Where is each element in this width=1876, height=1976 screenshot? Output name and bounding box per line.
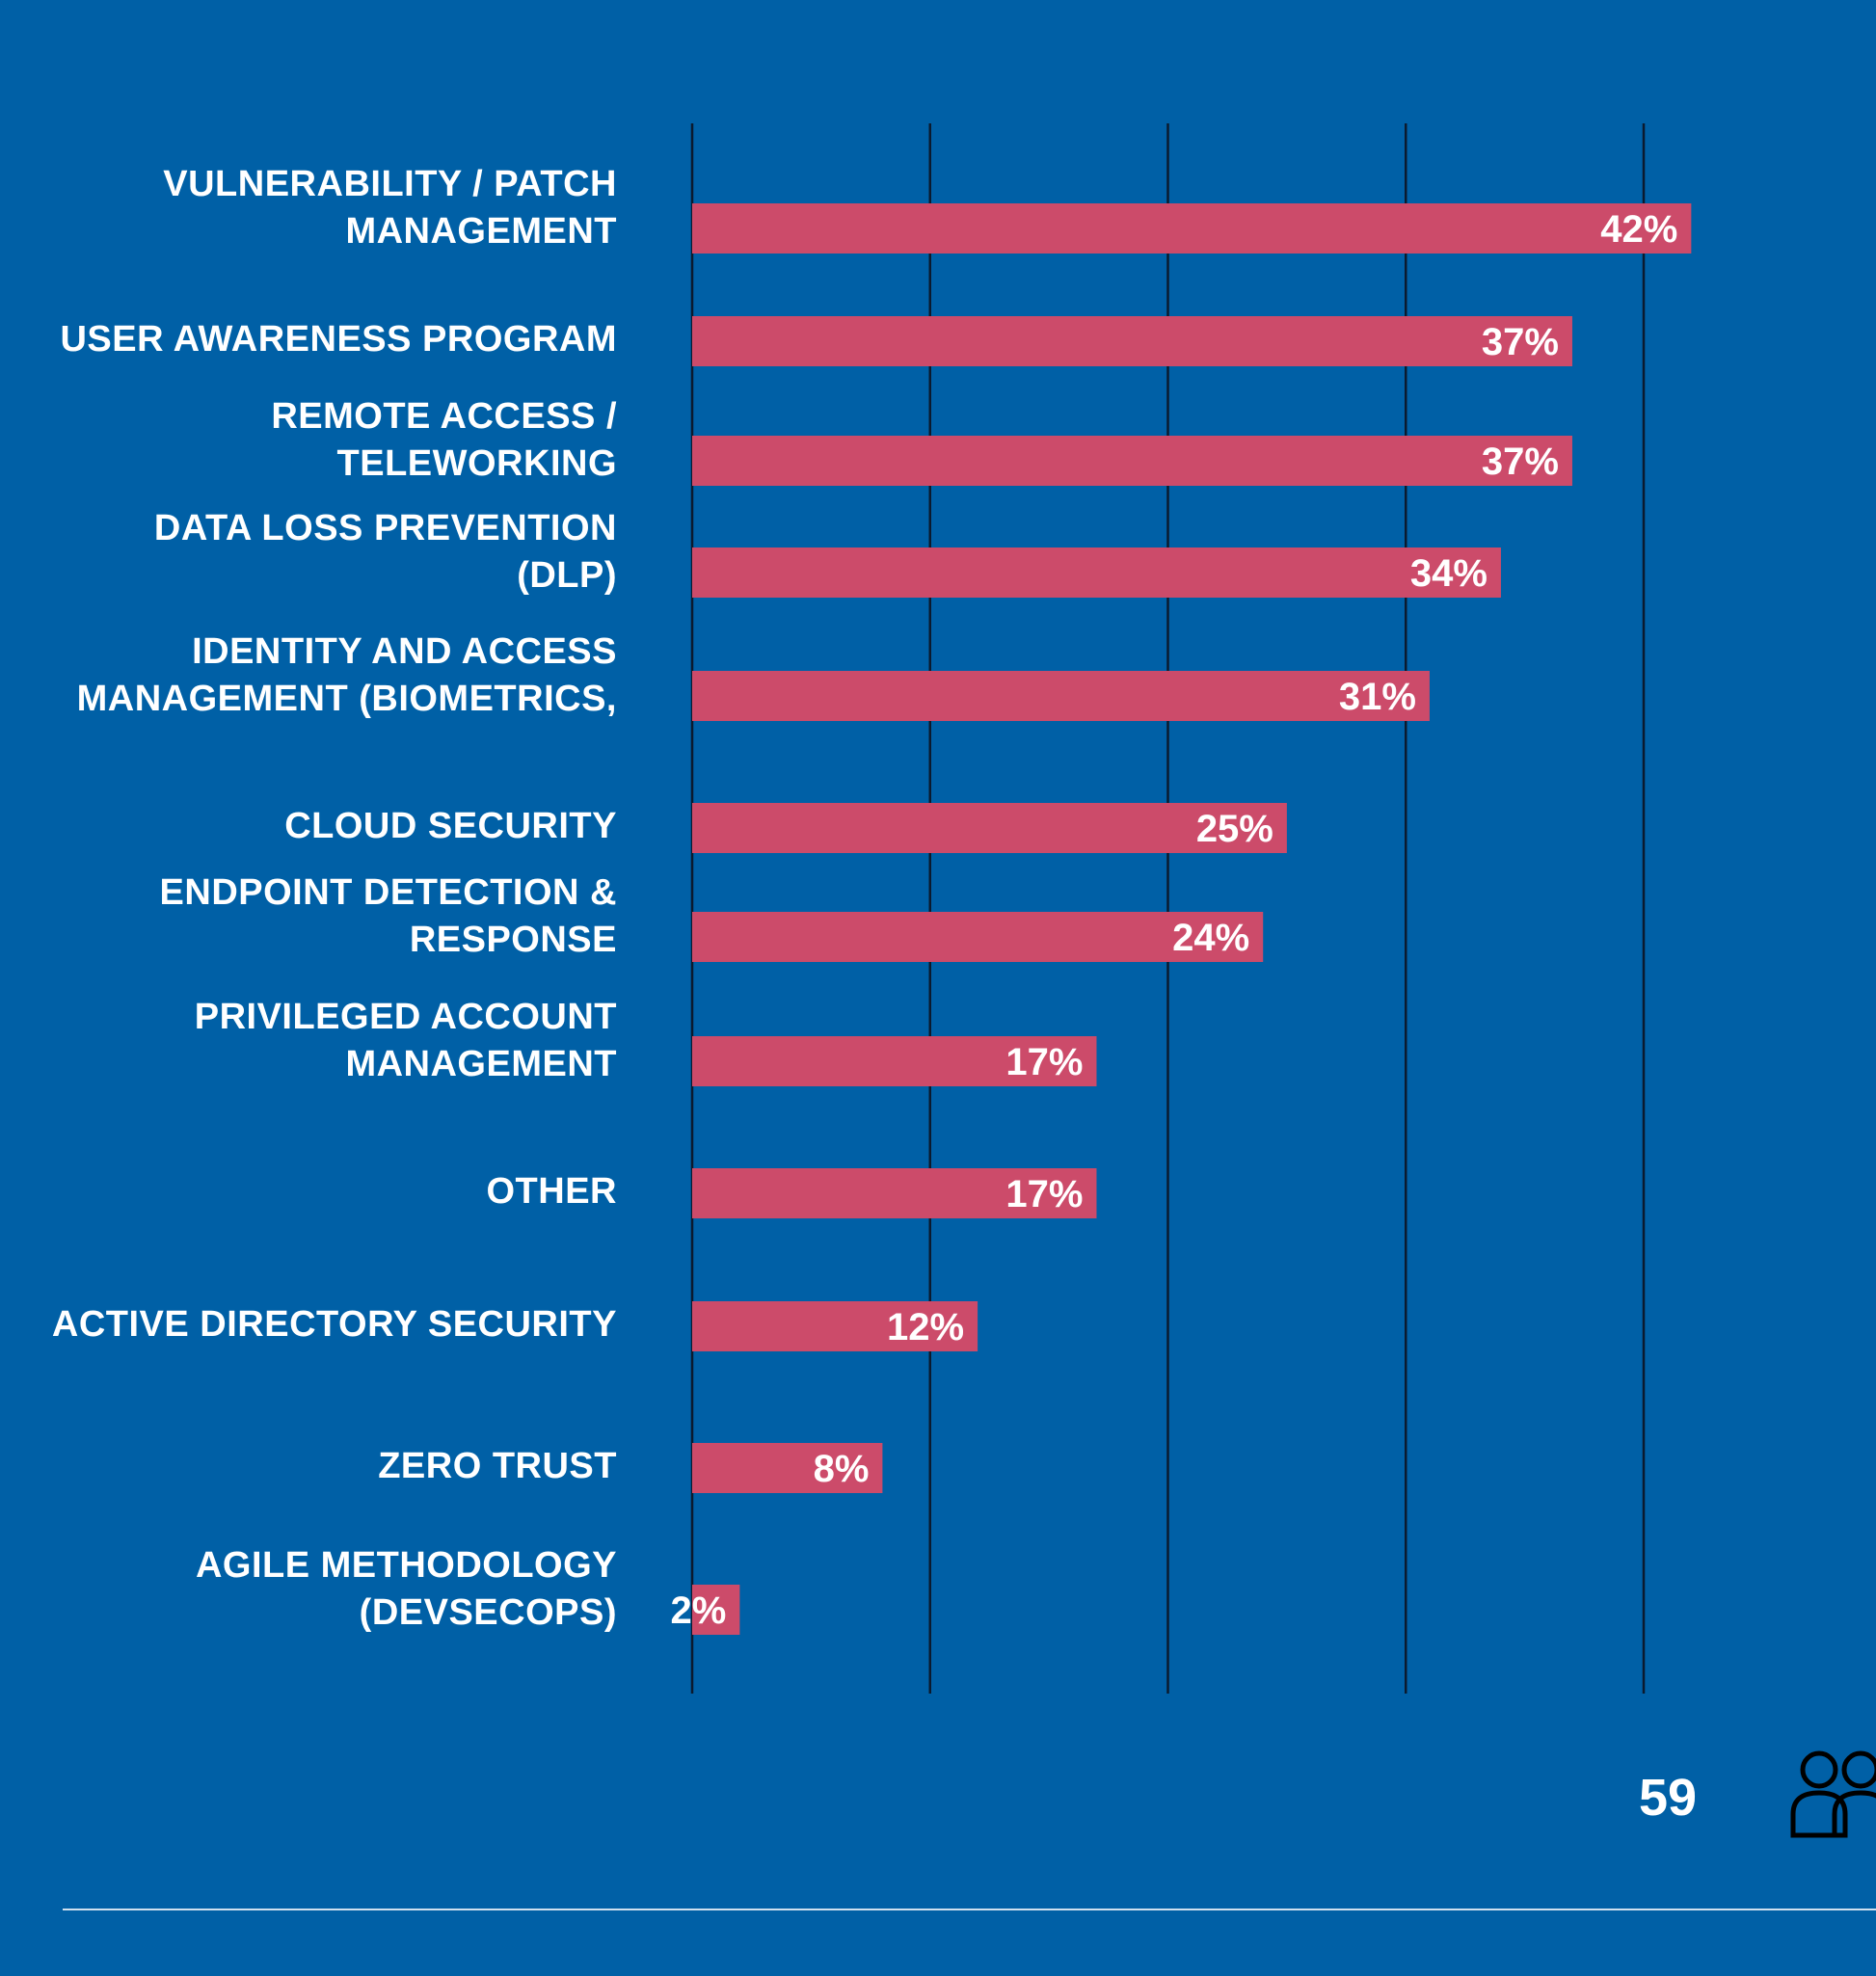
- bar-11: [692, 1585, 740, 1635]
- category-label-line: TELEWORKING: [336, 443, 617, 484]
- category-label-line: ZERO TRUST: [378, 1445, 617, 1486]
- category-label-line: PRIVILEGED ACCOUNT: [194, 997, 617, 1037]
- footer-divider: [63, 1909, 1876, 1910]
- bar-2: [692, 436, 1572, 486]
- category-label-9: ACTIVE DIRECTORY SECURITY: [0, 1301, 617, 1348]
- data-label-3: 34%: [1410, 552, 1487, 595]
- bar-0: [692, 203, 1692, 254]
- category-label-line: DATA LOSS PREVENTION: [153, 508, 617, 548]
- category-label-0: VULNERABILITY / PATCH MANAGEMENT: [0, 161, 617, 255]
- category-label-4: IDENTITY AND ACCESS MANAGEMENT (BIOMETRIC…: [0, 628, 617, 723]
- category-label-3: DATA LOSS PREVENTION (DLP): [0, 505, 617, 600]
- category-label-6: ENDPOINT DETECTION & RESPONSE: [0, 869, 617, 964]
- category-label-line: MANAGEMENT (BIOMETRICS,: [76, 679, 617, 719]
- bar-3: [692, 547, 1501, 598]
- bar-5: [692, 803, 1287, 853]
- data-label-7: 17%: [1005, 1041, 1083, 1083]
- people-icon: [1788, 1747, 1876, 1843]
- category-label-5: CLOUD SECURITY: [0, 803, 617, 850]
- bar-10: [692, 1443, 883, 1493]
- category-label-1: USER AWARENESS PROGRAM: [0, 316, 617, 363]
- category-label-line: AGILE METHODOLOGY: [195, 1545, 617, 1586]
- category-label-line: IDENTITY AND ACCESS: [192, 631, 617, 672]
- category-label-line: REMOTE ACCESS /: [271, 396, 617, 437]
- category-label-line: MANAGEMENT: [345, 211, 617, 252]
- category-label-8: OTHER: [0, 1168, 617, 1215]
- category-label-line: (DEVSECOPS): [359, 1592, 617, 1633]
- data-label-9: 12%: [887, 1306, 964, 1348]
- data-label-6: 24%: [1172, 917, 1249, 959]
- data-label-0: 42%: [1600, 208, 1677, 251]
- data-label-5: 25%: [1196, 808, 1273, 850]
- data-label-4: 31%: [1339, 676, 1416, 718]
- category-label-line: ACTIVE DIRECTORY SECURITY: [51, 1303, 617, 1345]
- bar-1: [692, 316, 1572, 366]
- category-label-line: VULNERABILITY / PATCH: [163, 164, 617, 204]
- bar-8: [692, 1168, 1097, 1218]
- category-label-line: ENDPOINT DETECTION &: [159, 872, 617, 913]
- bar-6: [692, 912, 1264, 962]
- data-label-1: 37%: [1482, 321, 1559, 363]
- data-label-10: 8%: [814, 1448, 870, 1490]
- category-label-line: USER AWARENESS PROGRAM: [60, 318, 617, 360]
- category-label-line: RESPONSE: [409, 920, 617, 960]
- category-label-line: MANAGEMENT: [345, 1044, 617, 1084]
- bar-7: [692, 1036, 1097, 1086]
- respondent-count: 59: [1639, 1769, 1698, 1827]
- bar-9: [692, 1301, 978, 1351]
- data-label-2: 37%: [1482, 441, 1559, 483]
- category-label-line: CLOUD SECURITY: [284, 805, 617, 846]
- category-label-line: (DLP): [517, 555, 617, 596]
- category-label-11: AGILE METHODOLOGY (DEVSECOPS): [0, 1542, 617, 1637]
- category-label-7: PRIVILEGED ACCOUNT MANAGEMENT: [0, 994, 617, 1088]
- bar-4: [692, 671, 1430, 721]
- category-label-2: REMOTE ACCESS / TELEWORKING: [0, 393, 617, 488]
- data-label-8: 17%: [1005, 1173, 1083, 1215]
- data-label-11: 2%: [671, 1589, 727, 1632]
- category-label-line: OTHER: [486, 1170, 617, 1212]
- category-label-10: ZERO TRUST: [0, 1443, 617, 1490]
